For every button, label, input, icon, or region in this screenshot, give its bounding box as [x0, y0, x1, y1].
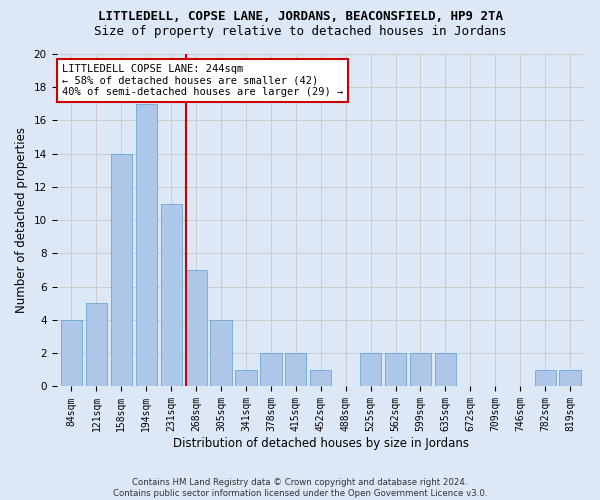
Y-axis label: Number of detached properties: Number of detached properties [15, 127, 28, 313]
Bar [310, 370, 331, 386]
Bar [185, 270, 207, 386]
Bar [360, 353, 381, 386]
Bar [535, 370, 556, 386]
Bar [111, 154, 132, 386]
Text: Contains HM Land Registry data © Crown copyright and database right 2024.
Contai: Contains HM Land Registry data © Crown c… [113, 478, 487, 498]
Bar [260, 353, 281, 386]
Text: LITTLEDELL COPSE LANE: 244sqm
← 58% of detached houses are smaller (42)
40% of s: LITTLEDELL COPSE LANE: 244sqm ← 58% of d… [62, 64, 343, 97]
Bar [285, 353, 307, 386]
Bar [136, 104, 157, 387]
Bar [410, 353, 431, 386]
Bar [235, 370, 257, 386]
Bar [559, 370, 581, 386]
Bar [86, 304, 107, 386]
Bar [61, 320, 82, 386]
Text: Size of property relative to detached houses in Jordans: Size of property relative to detached ho… [94, 25, 506, 38]
Bar [385, 353, 406, 386]
Bar [435, 353, 456, 386]
Bar [211, 320, 232, 386]
Bar [161, 204, 182, 386]
X-axis label: Distribution of detached houses by size in Jordans: Distribution of detached houses by size … [173, 437, 469, 450]
Text: LITTLEDELL, COPSE LANE, JORDANS, BEACONSFIELD, HP9 2TA: LITTLEDELL, COPSE LANE, JORDANS, BEACONS… [97, 10, 503, 23]
